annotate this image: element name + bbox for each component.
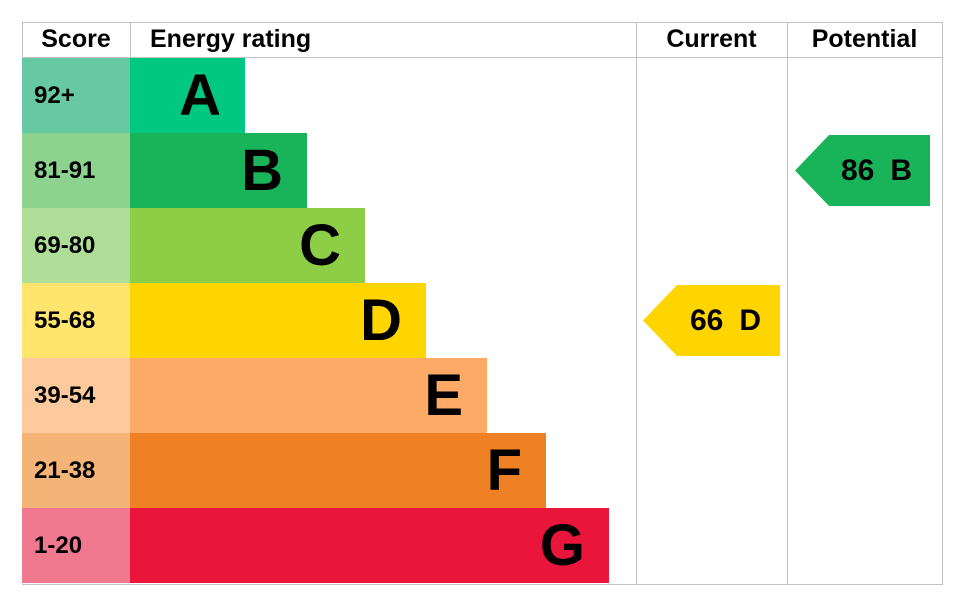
band-row-g: 1-20 G xyxy=(22,508,943,583)
score-range-cell: 21-38 xyxy=(22,433,130,508)
score-range-label: 21-38 xyxy=(34,456,96,484)
band-row-b: 81-91 B xyxy=(22,133,943,208)
score-range-cell: 92+ xyxy=(22,58,130,133)
current-column-divider xyxy=(636,22,637,585)
rating-letter: G xyxy=(539,512,585,578)
band-row-c: 69-80 C xyxy=(22,208,943,283)
rating-bar-b: B xyxy=(130,133,307,208)
current-rating-arrow: 66 D xyxy=(643,285,780,356)
table-top-border xyxy=(22,22,943,23)
band-row-f: 21-38 F xyxy=(22,433,943,508)
rating-bar-e: E xyxy=(130,358,487,433)
rating-letter: F xyxy=(486,437,522,503)
rating-bar-f: F xyxy=(130,433,546,508)
score-range-label: 81-91 xyxy=(34,156,96,184)
header-bottom-border xyxy=(22,57,943,58)
score-range-label: 39-54 xyxy=(34,381,96,409)
current-band-letter: D xyxy=(739,303,762,337)
score-range-cell: 69-80 xyxy=(22,208,130,283)
rating-bar-d: D xyxy=(130,283,426,358)
score-range-label: 69-80 xyxy=(34,231,96,259)
band-row-a: 92+ A xyxy=(22,58,943,133)
band-row-e: 39-54 E xyxy=(22,358,943,433)
score-column-divider xyxy=(130,22,131,58)
score-range-cell: 39-54 xyxy=(22,358,130,433)
rating-bar-a: A xyxy=(130,58,245,133)
rating-letter: D xyxy=(360,287,402,353)
score-range-cell: 55-68 xyxy=(22,283,130,358)
score-column-header: Score xyxy=(41,25,111,53)
score-range-cell: 81-91 xyxy=(22,133,130,208)
table-right-border xyxy=(942,22,943,585)
potential-band-letter: B xyxy=(890,153,913,187)
table-left-border xyxy=(22,22,23,58)
rating-letter: E xyxy=(424,362,463,428)
potential-score-value: 86 xyxy=(840,153,875,187)
potential-column-header: Potential xyxy=(811,25,918,53)
score-range-label: 92+ xyxy=(34,81,75,109)
score-range-label: 55-68 xyxy=(34,306,96,334)
score-range-cell: 1-20 xyxy=(22,508,130,583)
rating-bar-c: C xyxy=(130,208,365,283)
band-row-d: 55-68 D xyxy=(22,283,943,358)
current-column-header: Current xyxy=(666,25,757,53)
rating-letter: A xyxy=(179,62,221,128)
energy-rating-header: Energy rating xyxy=(150,25,312,53)
score-range-label: 1-20 xyxy=(34,531,83,559)
rating-letter: B xyxy=(241,137,283,203)
rating-letter: C xyxy=(299,212,341,278)
rating-bar-g: G xyxy=(130,508,609,583)
current-score-value: 66 xyxy=(689,303,724,337)
potential-column-divider xyxy=(787,22,788,585)
table-bottom-border xyxy=(22,584,943,585)
